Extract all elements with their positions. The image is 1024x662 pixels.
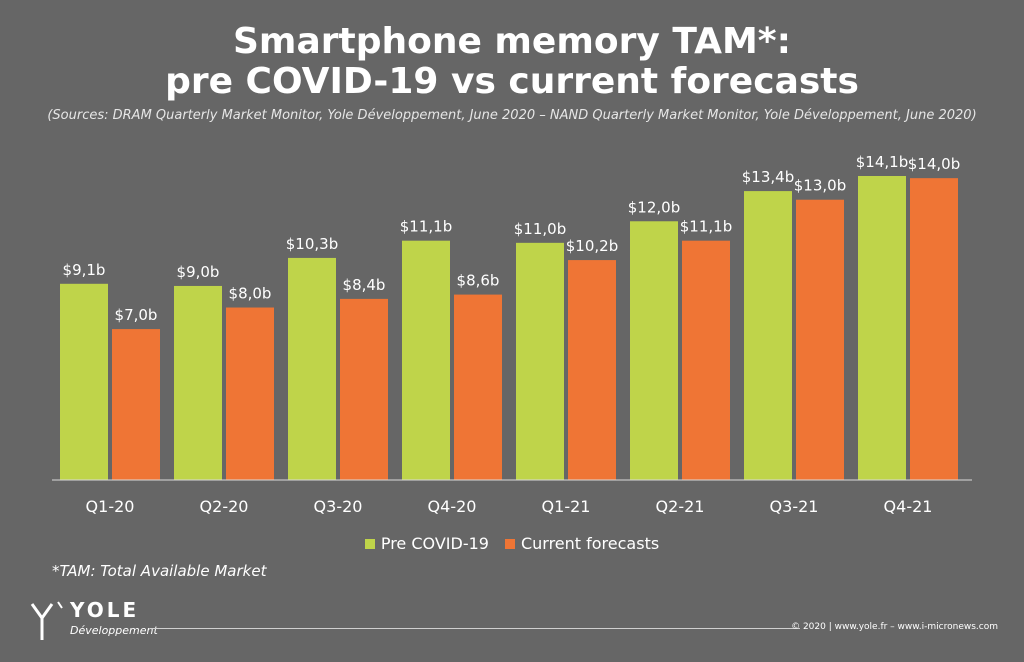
- bar-pre-q4-21: [858, 176, 906, 480]
- bar-pre-q1-20: [60, 283, 108, 480]
- data-label-pre-q2-21: $12,0b: [628, 198, 680, 216]
- bar-pre-q4-20: [402, 240, 450, 480]
- data-label-current-q3-20: $8,4b: [343, 276, 386, 294]
- data-label-pre-q3-21: $13,4b: [742, 168, 794, 186]
- legend: Pre COVID-19 Current forecasts: [0, 534, 1024, 553]
- legend-item-pre: Pre COVID-19: [364, 534, 489, 553]
- footer-divider: [150, 628, 800, 629]
- sources-note: (Sources: DRAM Quarterly Market Monitor,…: [47, 108, 977, 123]
- yole-logo-mark-icon: [30, 601, 63, 640]
- x-tick-label-q2-21: Q2-21: [656, 497, 705, 516]
- legend-label-pre: Pre COVID-19: [380, 534, 489, 553]
- bar-pre-q1-21: [516, 242, 564, 480]
- x-tick-label-q4-20: Q4-20: [428, 497, 477, 516]
- bar-pre-q2-20: [174, 285, 222, 480]
- legend-swatch-current: [504, 538, 515, 549]
- bar-pre-q3-20: [288, 257, 336, 480]
- bar-current-q1-20: [112, 329, 160, 480]
- logo-subtitle: Développement: [70, 624, 158, 637]
- legend-label-current: Current forecasts: [520, 534, 660, 553]
- chart-title: Smartphone memory TAM*: pre COVID-19 vs …: [0, 22, 1024, 102]
- legend-swatch-pre: [364, 538, 375, 549]
- data-label-pre-q1-21: $11,0b: [514, 220, 566, 238]
- data-label-pre-q2-20: $9,0b: [177, 263, 220, 281]
- data-label-pre-q4-20: $11,1b: [400, 218, 452, 236]
- title-line-2: pre COVID-19 vs current forecasts: [165, 61, 859, 102]
- legend-item-current: Current forecasts: [504, 534, 660, 553]
- data-label-current-q3-21: $13,0b: [794, 177, 846, 195]
- data-label-current-q4-21: $14,0b: [908, 155, 960, 173]
- data-label-pre-q4-21: $14,1b: [856, 153, 908, 171]
- yole-logo: YOLE Développement: [26, 598, 186, 648]
- bar-current-q4-20: [454, 294, 502, 480]
- logo-word: YOLE: [70, 598, 140, 622]
- data-label-current-q2-21: $11,1b: [680, 218, 732, 236]
- bar-pre-q2-21: [630, 221, 678, 480]
- x-tick-label-q2-20: Q2-20: [200, 497, 249, 516]
- data-label-current-q2-20: $8,0b: [229, 285, 272, 303]
- x-tick-label-q3-20: Q3-20: [314, 497, 363, 516]
- footnote: *TAM: Total Available Market: [52, 562, 267, 580]
- bar-current-q3-21: [796, 199, 844, 480]
- copyright: © 2020 | www.yole.fr – www.i-micronews.c…: [791, 622, 998, 632]
- bar-current-q1-21: [568, 260, 616, 480]
- data-label-current-q1-21: $10,2b: [566, 237, 618, 255]
- bar-current-q3-20: [340, 298, 388, 480]
- bar-pre-q3-21: [744, 191, 792, 480]
- data-label-current-q4-20: $8,6b: [457, 272, 500, 290]
- x-tick-label-q1-20: Q1-20: [86, 497, 135, 516]
- data-label-current-q1-20: $7,0b: [115, 306, 158, 324]
- data-label-pre-q1-20: $9,1b: [63, 261, 106, 279]
- title-line-1: Smartphone memory TAM*:: [233, 21, 791, 62]
- bar-current-q4-21: [910, 178, 958, 481]
- x-tick-label-q1-21: Q1-21: [542, 497, 591, 516]
- bar-current-q2-20: [226, 307, 274, 480]
- x-tick-label-q4-21: Q4-21: [884, 497, 933, 516]
- bar-current-q2-21: [682, 240, 730, 480]
- x-tick-label-q3-21: Q3-21: [770, 497, 819, 516]
- data-label-pre-q3-20: $10,3b: [286, 235, 338, 253]
